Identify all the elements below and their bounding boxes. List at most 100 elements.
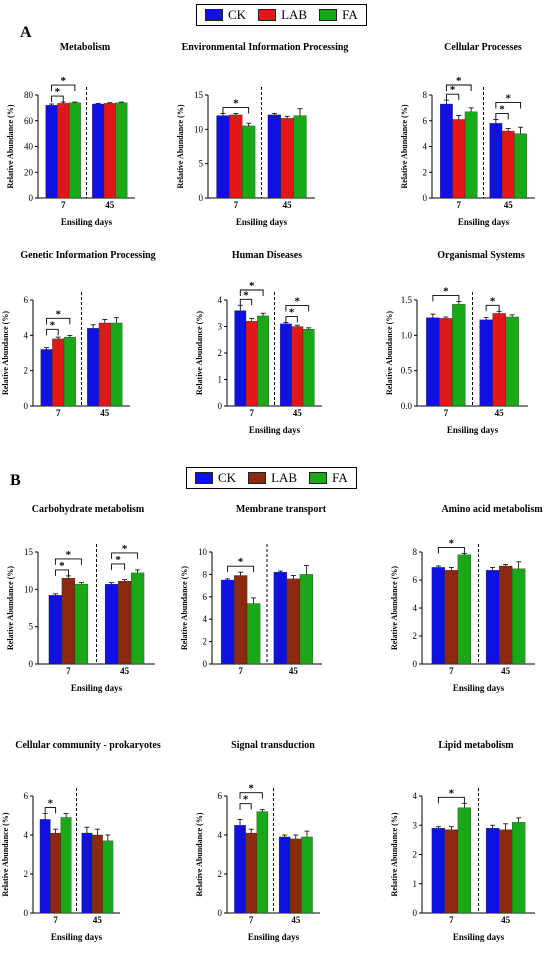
- y-tick-label: 2: [413, 850, 418, 860]
- chart-title: Lipid metabolism: [438, 740, 514, 751]
- y-tick-label: 1: [218, 375, 223, 385]
- significance-star: *: [55, 308, 61, 320]
- significance-bracket: [445, 93, 460, 101]
- y-axis-label: Relative Abundance (%): [195, 812, 204, 896]
- significance-star: *: [243, 289, 249, 301]
- x-tick-label: 7: [249, 408, 254, 418]
- bar-lab: [103, 103, 116, 199]
- legend-swatch: [319, 9, 338, 21]
- significance-star: *: [449, 787, 455, 799]
- significance-bracket: [46, 328, 59, 336]
- bar-lab: [286, 578, 301, 665]
- significance-star: *: [50, 319, 56, 331]
- legend-swatch: [258, 9, 277, 21]
- y-tick-label: 2: [218, 348, 223, 358]
- x-axis-label: Ensiling days: [447, 425, 499, 435]
- y-tick-label: 4: [423, 142, 428, 152]
- significance-star: *: [59, 560, 65, 572]
- significance-bracket: [239, 792, 263, 799]
- legend-swatch: [309, 472, 328, 484]
- significance-bracket: [285, 305, 310, 312]
- significance-bracket: [111, 563, 126, 570]
- significance-bracket: [54, 569, 69, 576]
- bar-ck: [426, 317, 440, 407]
- bar-fa: [102, 840, 114, 914]
- y-axis-label: Relative Abundance (%): [1, 812, 10, 896]
- significance-bracket: [239, 298, 253, 306]
- legend-label: LAB: [271, 470, 298, 485]
- bar-fa: [60, 817, 72, 914]
- legend-item-lab: LAB: [258, 7, 307, 23]
- y-tick-label: 0.5: [401, 366, 413, 376]
- bar-lab: [245, 832, 257, 914]
- bar-ck: [87, 328, 100, 407]
- significance-star: *: [289, 307, 295, 319]
- y-axis-label: Relative Abundance (%): [6, 104, 15, 188]
- y-axis-label: Relative Abundance (%): [195, 311, 204, 395]
- significance-star: *: [443, 285, 449, 297]
- y-tick-label: 0: [24, 401, 29, 411]
- x-tick-label: 7: [249, 915, 254, 925]
- bar-ck: [39, 819, 51, 914]
- y-tick-label: 6: [218, 791, 223, 801]
- x-tick-label: 45: [501, 915, 511, 925]
- y-tick-label: 5: [29, 622, 34, 632]
- y-tick-label: 5: [199, 159, 204, 169]
- bar-ck: [485, 828, 500, 914]
- y-tick-label: 40: [24, 142, 34, 152]
- x-axis-label: Ensiling days: [453, 683, 505, 693]
- bar-lab: [52, 338, 65, 407]
- significance-bracket: [54, 558, 82, 565]
- y-tick-label: 6: [203, 592, 208, 602]
- bar-ck: [45, 105, 58, 199]
- y-tick-label: 6: [423, 116, 428, 126]
- significance-bracket: [111, 552, 139, 559]
- bar-fa: [257, 315, 269, 407]
- significance-bracket: [432, 294, 460, 302]
- bar-lab: [501, 130, 515, 199]
- y-axis-label: Relative Abundance (%): [390, 812, 399, 896]
- legend-swatch: [205, 9, 223, 21]
- chart-title: Cellular community - prokaryotes: [15, 740, 161, 751]
- y-tick-label: 1: [413, 879, 418, 889]
- y-tick-label: 1.5: [401, 295, 413, 305]
- bar-lab: [444, 570, 459, 665]
- y-tick-label: 0: [24, 908, 29, 918]
- significance-star: *: [60, 75, 66, 87]
- bar-fa: [514, 133, 527, 199]
- bar-lab: [229, 114, 243, 199]
- significance-bracket: [285, 316, 298, 323]
- y-tick-label: 1.0: [401, 330, 413, 340]
- legend-b: CK LAB FA: [186, 467, 357, 489]
- x-axis-label: Ensiling days: [248, 932, 300, 942]
- bar-lab: [245, 321, 258, 407]
- bar-ck: [48, 595, 63, 665]
- bar-ck: [479, 319, 493, 407]
- y-axis-label: Relative Abundance (%): [176, 104, 185, 188]
- bar-lab: [280, 118, 294, 199]
- legend-swatch: [248, 472, 267, 484]
- significance-bracket: [485, 304, 500, 312]
- bar-lab: [92, 834, 103, 914]
- bar-fa: [293, 115, 307, 199]
- y-tick-label: 6: [24, 295, 29, 305]
- significance-bracket: [44, 807, 57, 814]
- bar-ck: [216, 115, 230, 199]
- y-tick-label: 80: [24, 90, 34, 100]
- x-tick-label: 7: [53, 915, 58, 925]
- chart-title: Organismal Systems: [437, 250, 525, 261]
- chart-title: Human Diseases: [232, 250, 302, 261]
- legend-item-ck: CK: [205, 7, 246, 23]
- significance-bracket: [222, 107, 250, 114]
- y-tick-label: 2: [423, 167, 428, 177]
- bar-lab: [444, 829, 459, 914]
- bar-ck: [278, 836, 291, 914]
- chart-title: Carbohydrate metabolism: [32, 504, 145, 515]
- y-tick-label: 0: [423, 193, 428, 203]
- bar-lab: [290, 838, 302, 914]
- bar-fa: [457, 807, 472, 914]
- bar-ck: [234, 310, 247, 407]
- bar-fa: [464, 111, 478, 199]
- chart-title: Membrane transport: [236, 504, 327, 515]
- chart-title: Amino acid metabolism: [441, 504, 543, 515]
